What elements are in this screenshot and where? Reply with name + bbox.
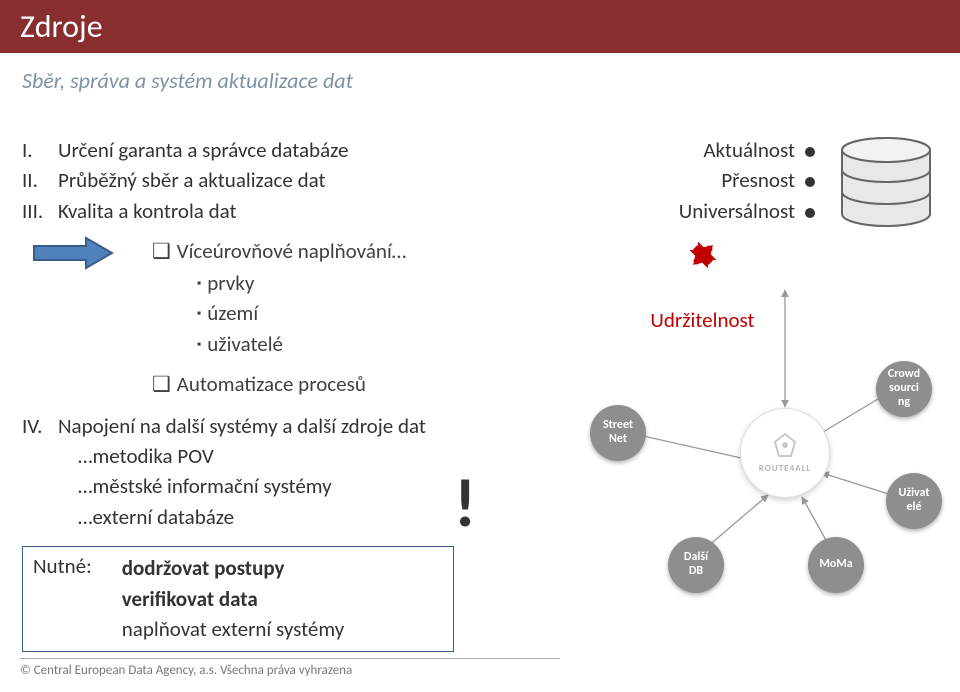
nutne-label: Nutné: — [33, 553, 117, 579]
sub-level2-a: ▪prvky — [197, 268, 562, 298]
quality-b: Přesnost — [721, 167, 795, 193]
nutne-list: dodržovat postupy verifikovat data naplň… — [122, 553, 345, 644]
iv-sub-b: …městské informační systémy — [78, 471, 562, 501]
node-crowdsourcing: Crowd sourci ng — [876, 361, 932, 417]
center-node: ROUTE4ALL — [740, 408, 830, 498]
iv-sub-a: …metodika POV — [78, 441, 562, 471]
item-iv-text: Napojení na další systémy a další zdroje… — [58, 413, 426, 439]
qualities-list: Aktuálnost Přesnost Universálnost — [590, 135, 815, 226]
node-street-net: Street Net — [590, 405, 646, 461]
cross-icon — [590, 238, 815, 277]
sub-level1-b: ❑ Automatizace procesů — [152, 369, 562, 400]
exclaim-icon: ! — [454, 462, 476, 545]
udrzitelnost-label: Udržitelnost — [590, 307, 815, 333]
slide-subhead: Sběr, správa a systém aktualizace dat — [0, 53, 960, 94]
page-title: Zdroje — [20, 7, 103, 46]
node-uzivatele: Uživat elé — [886, 473, 942, 529]
sub-level2-c: ▪uživatelé — [197, 329, 562, 359]
main-content: I.Určení garanta a správce databáze II.P… — [22, 135, 562, 652]
footer-text: © Central European Data Agency, a.s. Vše… — [20, 658, 560, 678]
nutne-box: Nutné: dodržovat postupy verifikovat dat… — [22, 546, 454, 651]
iv-sub-c: …externí databáze — [78, 502, 562, 532]
nutne-b: verifikovat data — [122, 584, 345, 614]
slide-header: Zdroje — [0, 0, 960, 53]
arrow-icon — [32, 236, 114, 275]
quality-a: Aktuálnost — [703, 137, 795, 163]
nutne-c: naplňovat externí systémy — [122, 614, 345, 644]
node-moma: MoMa — [808, 537, 864, 593]
node-dalsi-db: Další DB — [668, 537, 724, 593]
item-iv: IV.Napojení na další systémy a další zdr… — [22, 411, 562, 441]
item-iii-text: Kvalita a kontrola dat — [58, 198, 237, 224]
quality-c: Universálnost — [679, 198, 795, 224]
route4all-logo-icon — [771, 432, 799, 460]
sub-level1-a: ❑ Víceúrovňové naplňování… — [152, 236, 562, 267]
nutne-a: dodržovat postupy — [122, 553, 345, 583]
network-diagram: ROUTE4ALL Street Net Další DB MoMa Crowd… — [570, 345, 940, 605]
item-ii-text: Průběžný sběr a aktualizace dat — [58, 167, 326, 193]
sub-level2-b: ▪území — [197, 298, 562, 328]
item-i-text: Určení garanta a správce databáze — [58, 137, 348, 163]
center-node-label: ROUTE4ALL — [759, 463, 811, 474]
item-iii: III.Kvalita a kontrola dat — [22, 196, 562, 226]
item-i: I.Určení garanta a správce databáze — [22, 135, 562, 165]
database-cylinder-icon — [838, 136, 934, 237]
item-ii: II.Průběžný sběr a aktualizace dat — [22, 165, 562, 195]
